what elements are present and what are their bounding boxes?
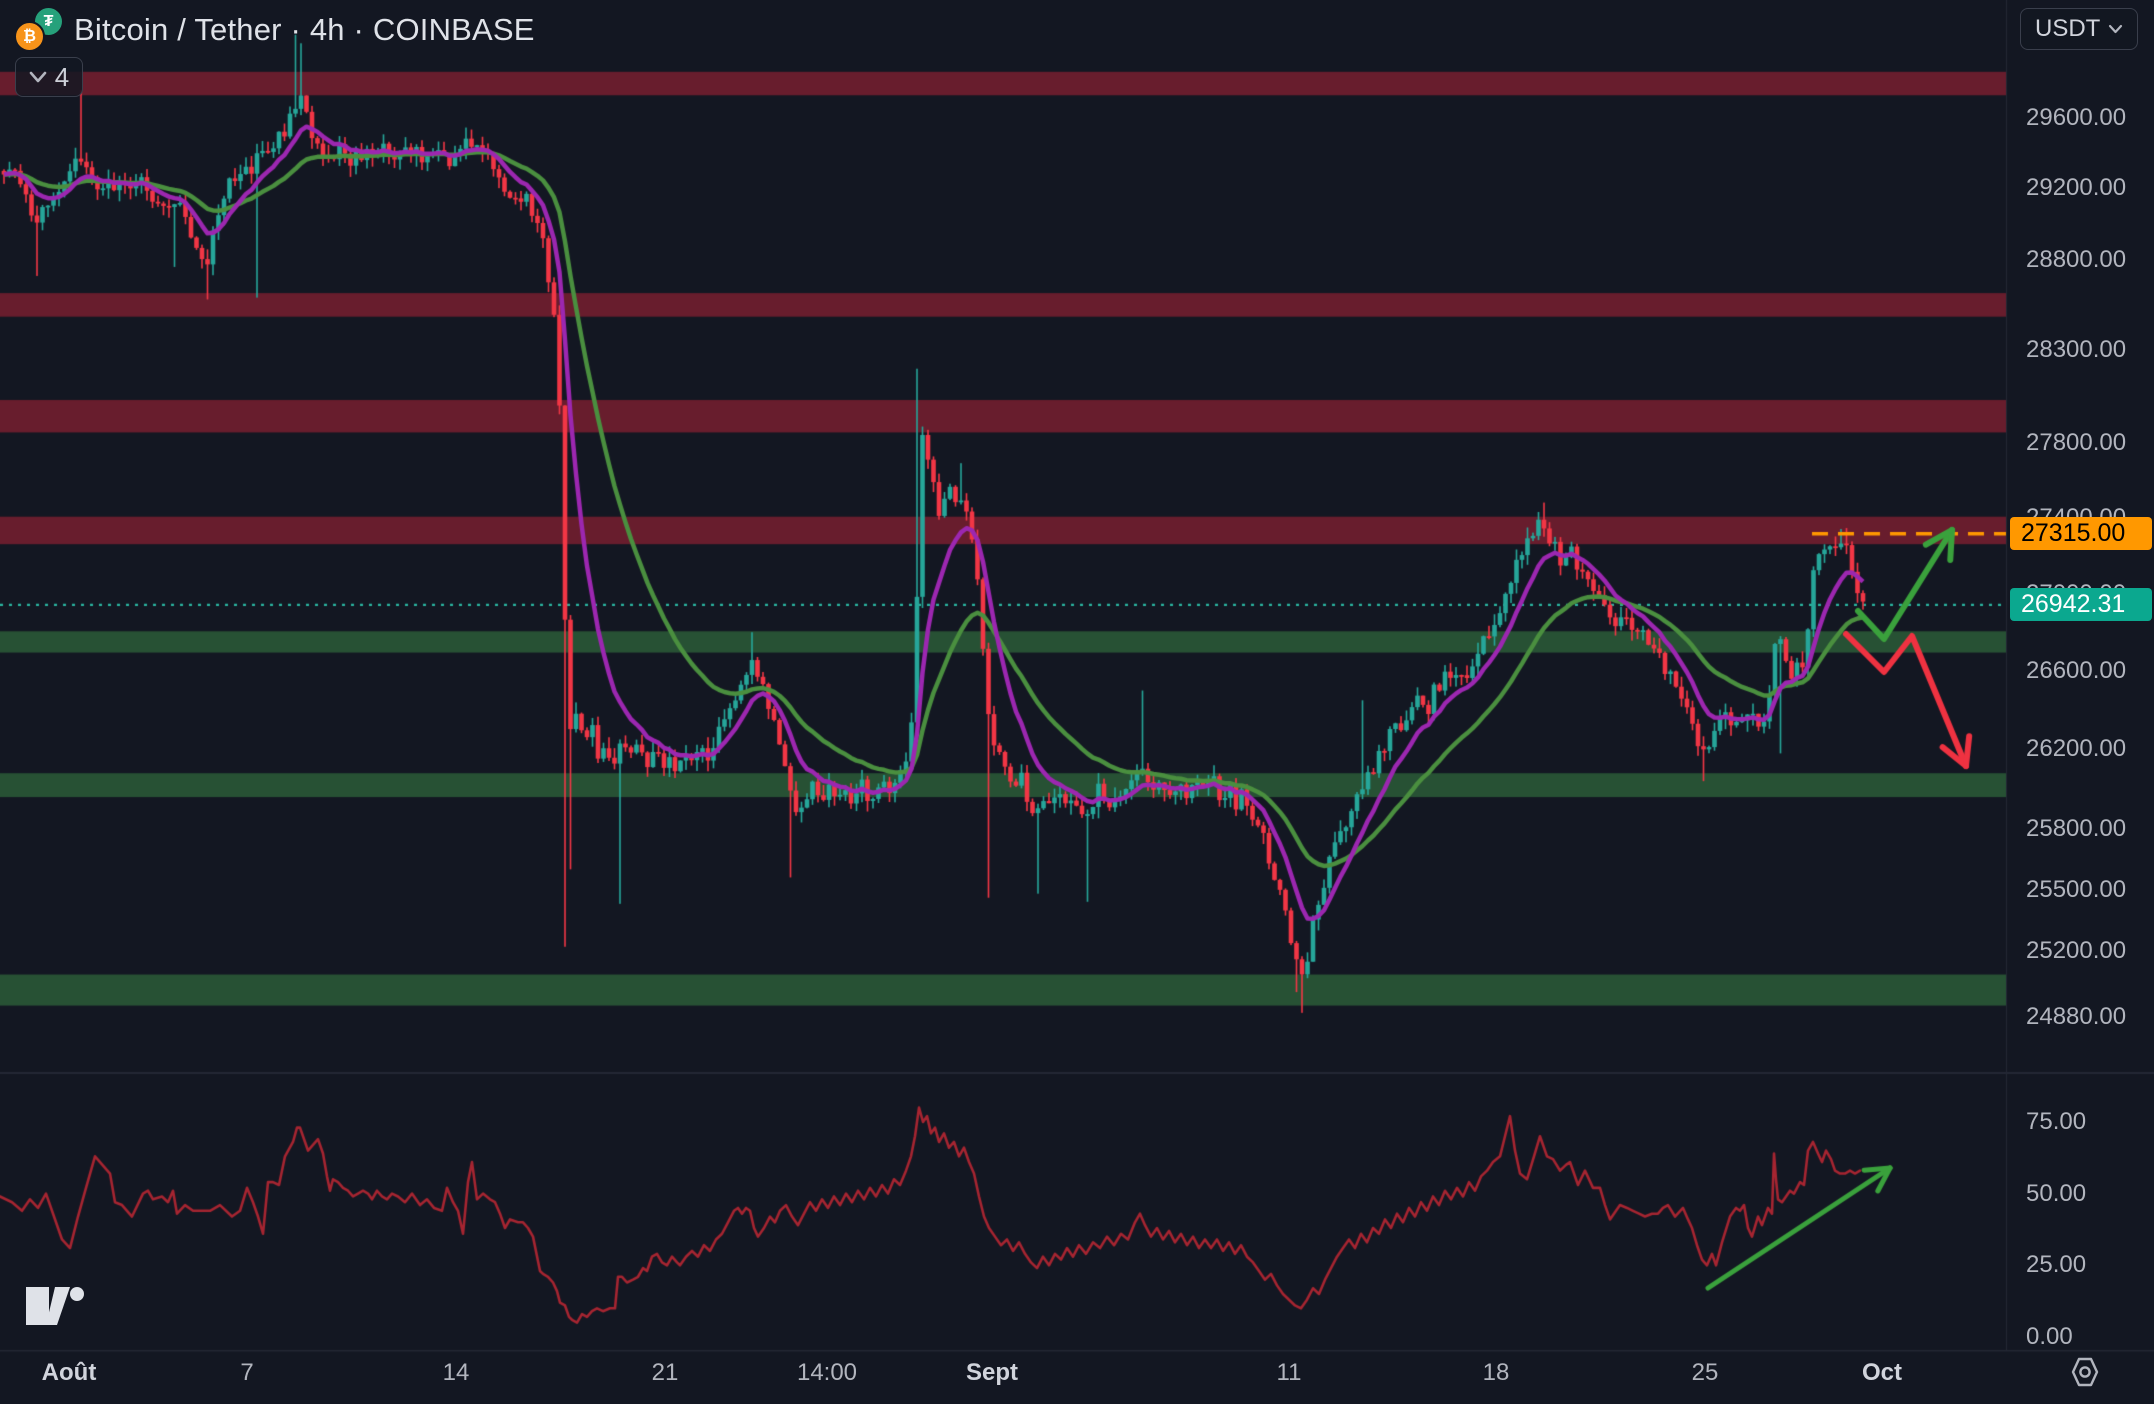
symbol-icon-pair: ₮ ₿ xyxy=(14,6,64,54)
price-axis-tick: 29200.00 xyxy=(2026,174,2127,202)
price-axis-tick: 25800.00 xyxy=(2026,815,2127,843)
time-axis-tick: 14 xyxy=(442,1359,470,1386)
alert-price-label[interactable]: 27315.00 xyxy=(2010,517,2152,551)
time-axis-tick: 21 xyxy=(651,1359,679,1386)
indicator-axis-tick: 25.00 xyxy=(2026,1251,2087,1279)
currency-unit-button[interactable]: USDT xyxy=(2020,8,2138,50)
settings-gear-icon[interactable] xyxy=(2068,1354,2102,1390)
time-axis-tick: 25 xyxy=(1691,1359,1719,1386)
price-axis-tick: 28300.00 xyxy=(2026,336,2127,364)
price-axis-tick: 27800.00 xyxy=(2026,428,2127,456)
time-axis-tick: Août xyxy=(41,1359,97,1386)
price-axis-tick: 26200.00 xyxy=(2026,735,2127,763)
tradingview-logo-icon[interactable] xyxy=(24,1285,86,1327)
chart-header: ₮ ₿ Bitcoin / Tether · 4h · COINBASE xyxy=(14,6,535,54)
time-axis-tick: 7 xyxy=(240,1359,254,1386)
indicator-axis-tick: 75.00 xyxy=(2026,1107,2087,1135)
currency-unit-label: USDT xyxy=(2035,15,2101,42)
chevron-down-icon xyxy=(2108,24,2123,34)
legend-collapse-button[interactable]: 4 xyxy=(15,57,83,97)
price-axis-tick: 29600.00 xyxy=(2026,103,2127,131)
chart-title: Bitcoin / Tether · 4h · COINBASE xyxy=(74,12,535,47)
current-price-label: 26942.31 xyxy=(2010,588,2152,622)
chevron-down-icon xyxy=(29,71,47,83)
legend-collapsed-count: 4 xyxy=(54,61,70,92)
price-axis-tick: 26600.00 xyxy=(2026,657,2127,685)
time-axis-tick: 14:00 xyxy=(796,1359,858,1386)
bitcoin-icon: ₿ xyxy=(14,21,45,52)
indicator-axis-tick: 0.00 xyxy=(2026,1323,2073,1350)
price-axis-tick: 28800.00 xyxy=(2026,245,2127,273)
time-axis-tick: Sept xyxy=(965,1359,1019,1386)
time-axis-tick: 11 xyxy=(1276,1359,1302,1386)
time-axis-tick: Oct xyxy=(1861,1359,1903,1386)
price-axis-tick: 24880.00 xyxy=(2026,1003,2127,1030)
price-axis-tick: 25500.00 xyxy=(2026,875,2127,903)
indicator-axis-tick: 50.00 xyxy=(2026,1179,2087,1207)
price-axis-tick: 25200.00 xyxy=(2026,936,2127,964)
time-axis-tick: 18 xyxy=(1482,1359,1510,1386)
